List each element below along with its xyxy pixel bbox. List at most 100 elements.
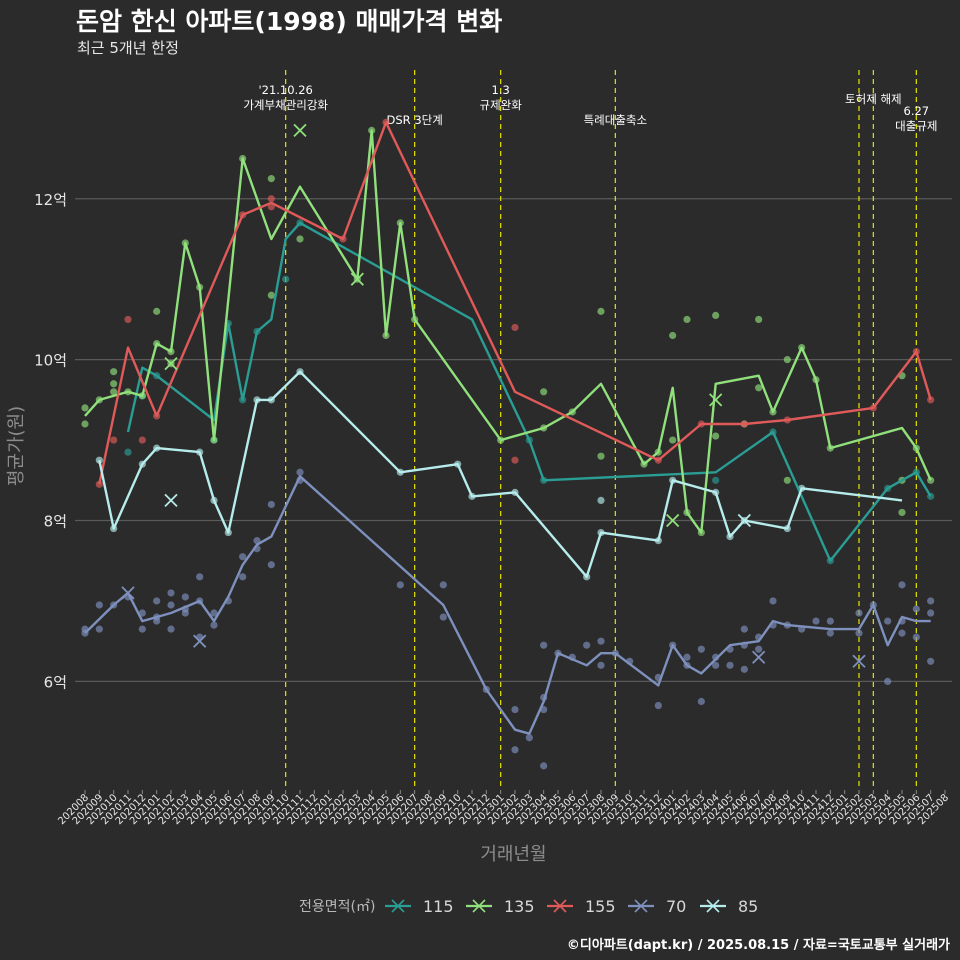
data-point-155 <box>138 436 146 444</box>
x-marker-stroke <box>293 123 307 138</box>
data-point-70 <box>167 601 175 609</box>
data-point-70 <box>167 589 175 597</box>
x-marker-stroke <box>737 513 751 528</box>
x-marker-135 <box>164 357 178 371</box>
data-point-70 <box>884 677 892 686</box>
data-point-70 <box>95 625 103 633</box>
data-point-70 <box>540 641 548 649</box>
data-point-70 <box>439 613 447 621</box>
x-marker-stroke <box>666 513 680 528</box>
data-point-135 <box>755 384 763 392</box>
data-point-135 <box>669 331 677 340</box>
x-marker-stroke <box>121 586 135 600</box>
data-point-135 <box>597 452 605 460</box>
legend-swatch-x <box>634 899 648 913</box>
data-point-70 <box>181 593 189 601</box>
x-marker-135 <box>666 513 680 528</box>
data-point-70 <box>597 661 605 669</box>
legend-label: 115 <box>423 897 454 916</box>
data-point-135 <box>110 368 118 376</box>
legend-item-135: 135 <box>466 897 535 916</box>
event-label: 토허제 해제 <box>845 92 902 106</box>
event-label: DSR 3단계 <box>387 113 443 127</box>
data-point-85 <box>95 456 103 464</box>
x-marker-135 <box>709 393 723 407</box>
point-layer <box>81 118 935 770</box>
data-point-135 <box>712 432 720 440</box>
x-marker-stroke <box>752 650 766 664</box>
data-point-70 <box>296 468 304 476</box>
data-point-155 <box>267 195 275 203</box>
event-label: '21.10.26 가계부채관리강화 <box>243 83 328 112</box>
y-tick-label: 10억 <box>34 352 67 370</box>
data-point-70 <box>181 609 189 617</box>
event-label-line: 특례대출축소 <box>584 113 647 127</box>
event-label: 6.27 대출규제 <box>895 104 937 133</box>
data-point-70 <box>740 665 748 673</box>
data-point-155 <box>95 480 103 488</box>
data-point-135 <box>898 508 906 517</box>
data-point-135 <box>683 315 691 324</box>
event-label-line: 6.27 <box>904 104 930 118</box>
x-axis-title: 거래년월 <box>480 844 546 865</box>
data-point-155 <box>511 323 519 332</box>
legend-item-85: 85 <box>700 897 758 916</box>
x-marker-stroke <box>164 357 178 371</box>
data-point-70 <box>597 637 605 645</box>
legend-label: 70 <box>666 897 686 916</box>
data-point-135 <box>597 307 605 315</box>
data-point-155 <box>124 315 132 324</box>
x-marker-stroke <box>709 393 723 407</box>
data-point-135 <box>783 356 791 364</box>
data-point-70 <box>239 553 247 561</box>
x-marker-70 <box>193 634 207 648</box>
data-point-70 <box>138 625 146 633</box>
x-marker-70 <box>852 654 866 668</box>
event-label-line: '21.10.26 <box>258 83 312 97</box>
data-point-70 <box>511 705 519 714</box>
data-point-70 <box>583 641 591 649</box>
event-label-line: 가계부채관리강화 <box>243 98 328 112</box>
data-point-135 <box>110 380 118 388</box>
legend-layer: 전용면적(㎡) 115 135 155 70 85 <box>299 897 758 916</box>
legend-item-70: 70 <box>628 897 686 916</box>
source-caption: ©디아파트(dapt.kr) / 2025.08.15 / 자료=국토교통부 실… <box>566 938 950 953</box>
legend-item-115: 115 <box>385 897 454 916</box>
series-line-135 <box>84 129 932 534</box>
data-point-70 <box>884 617 892 625</box>
x-marker-stroke <box>193 634 207 648</box>
legend-label: 85 <box>738 897 758 916</box>
series-line-155 <box>98 121 932 485</box>
event-label-line: DSR 3단계 <box>387 113 443 127</box>
chart-title: 돈암 한신 아파트(1998) 매매가격 변화 <box>76 7 503 36</box>
legend-swatch-x <box>472 899 486 913</box>
data-point-70 <box>912 605 920 613</box>
legend-label: 155 <box>585 897 616 916</box>
data-point-135 <box>81 404 89 412</box>
data-point-135 <box>783 476 791 484</box>
data-point-70 <box>697 697 705 706</box>
y-axis-title: 평균가(원) <box>6 406 27 486</box>
data-point-155 <box>110 436 118 444</box>
event-label-line: 대출규제 <box>895 119 937 133</box>
line-layer <box>84 121 932 735</box>
data-point-70 <box>511 746 519 754</box>
chart-subtitle: 최근 5개년 한정 <box>77 39 179 57</box>
data-point-70 <box>755 645 763 653</box>
data-point-70 <box>267 500 275 509</box>
data-point-70 <box>812 617 820 625</box>
y-tick-label: 8억 <box>44 513 67 531</box>
data-point-135 <box>110 388 118 396</box>
data-point-135 <box>540 388 548 396</box>
data-point-70 <box>898 629 906 637</box>
data-point-70 <box>726 661 734 669</box>
legend-swatch-x <box>706 899 720 913</box>
event-label-line: 토허제 해제 <box>845 92 902 106</box>
data-point-135 <box>153 307 161 315</box>
data-point-70 <box>153 597 161 605</box>
data-point-135 <box>267 291 275 299</box>
event-label: 특례대출축소 <box>584 113 647 127</box>
data-point-70 <box>239 573 247 581</box>
